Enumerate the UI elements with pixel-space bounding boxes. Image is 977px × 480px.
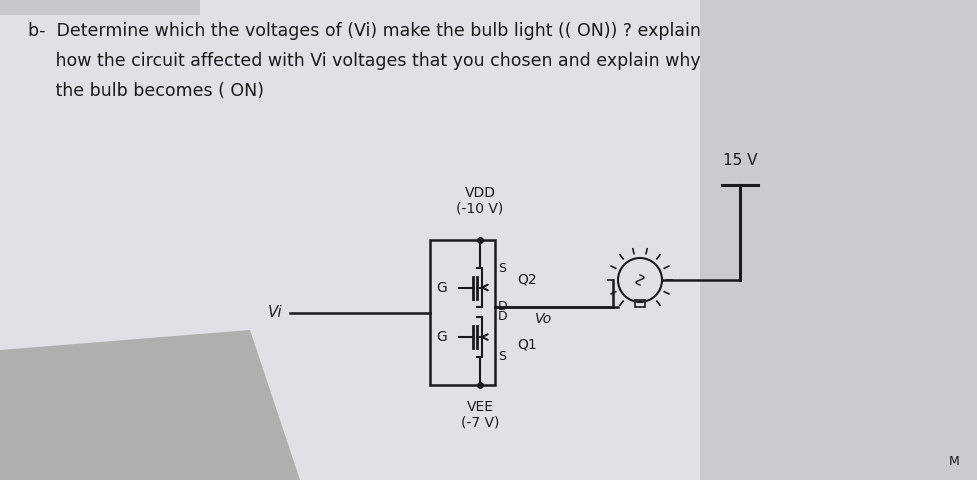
Text: how the circuit affected with Vi voltages that you chosen and explain why: how the circuit affected with Vi voltage… bbox=[28, 52, 700, 70]
Polygon shape bbox=[0, 0, 199, 15]
Text: Q1: Q1 bbox=[517, 338, 536, 352]
Text: D: D bbox=[497, 311, 507, 324]
Bar bbox=[430, 240, 494, 385]
Text: b-  Determine which the voltages of (Vi) make the bulb light (( ON)) ? explain: b- Determine which the voltages of (Vi) … bbox=[28, 22, 701, 40]
Text: Q2: Q2 bbox=[517, 273, 536, 287]
Text: Vi: Vi bbox=[267, 305, 281, 320]
Text: M: M bbox=[949, 455, 959, 468]
Bar bbox=[634, 300, 645, 307]
Text: (-7 V): (-7 V) bbox=[460, 415, 498, 429]
Text: S: S bbox=[497, 262, 505, 275]
Text: D: D bbox=[497, 300, 507, 313]
Text: 15 V: 15 V bbox=[722, 153, 756, 168]
Text: VEE: VEE bbox=[466, 400, 493, 414]
Polygon shape bbox=[700, 0, 977, 480]
Text: VDD: VDD bbox=[464, 186, 495, 200]
Text: the bulb becomes ( ON): the bulb becomes ( ON) bbox=[28, 82, 264, 100]
Polygon shape bbox=[0, 330, 300, 480]
Text: Vo: Vo bbox=[534, 312, 552, 326]
Text: G: G bbox=[436, 280, 446, 295]
Text: (-10 V): (-10 V) bbox=[456, 202, 503, 216]
Text: G: G bbox=[436, 330, 446, 344]
Text: S: S bbox=[497, 350, 505, 363]
